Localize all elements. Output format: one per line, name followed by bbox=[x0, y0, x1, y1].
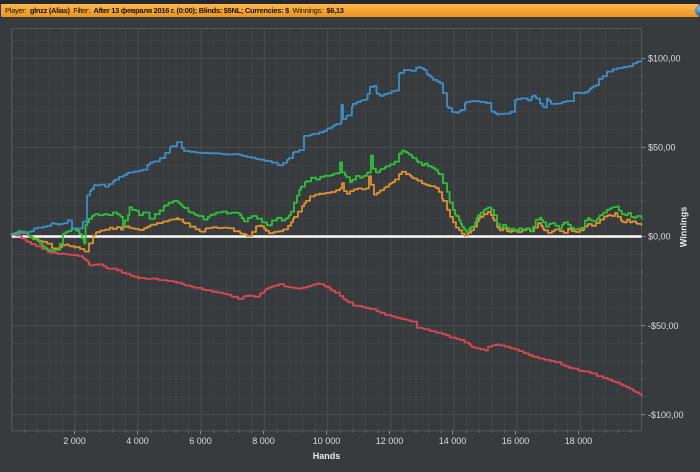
svg-text:2 000: 2 000 bbox=[63, 436, 86, 446]
svg-text:-$100,00: -$100,00 bbox=[648, 410, 684, 420]
svg-text:16 000: 16 000 bbox=[502, 436, 530, 446]
svg-text:Hands: Hands bbox=[313, 451, 341, 461]
svg-text:8 000: 8 000 bbox=[252, 436, 275, 446]
svg-text:$100,00: $100,00 bbox=[648, 54, 681, 64]
svg-text:4 000: 4 000 bbox=[126, 436, 149, 446]
svg-text:10 000: 10 000 bbox=[313, 436, 341, 446]
svg-text:$0,00: $0,00 bbox=[648, 232, 671, 242]
svg-text:6 000: 6 000 bbox=[189, 436, 212, 446]
svg-text:Winnings: Winnings bbox=[679, 207, 689, 247]
svg-text:-$50,00: -$50,00 bbox=[648, 321, 679, 331]
svg-text:14 000: 14 000 bbox=[439, 436, 467, 446]
svg-text:$50,00: $50,00 bbox=[648, 143, 676, 153]
svg-text:18 000: 18 000 bbox=[565, 436, 593, 446]
svg-text:12 000: 12 000 bbox=[376, 436, 404, 446]
